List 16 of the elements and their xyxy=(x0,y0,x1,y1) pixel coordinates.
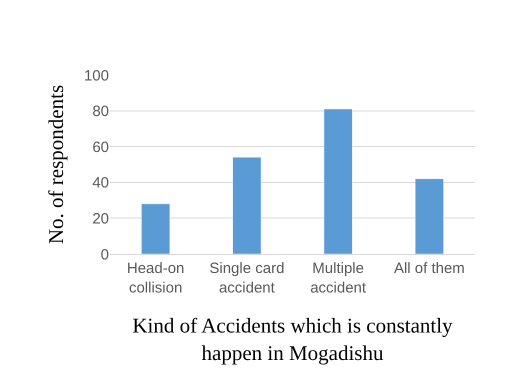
bar xyxy=(414,178,444,254)
bar xyxy=(141,204,170,254)
y-tick-label: 80 xyxy=(92,103,109,120)
x-tick-label: Head-on collision xyxy=(126,260,184,296)
bar xyxy=(232,157,262,254)
bar xyxy=(324,108,353,254)
y-tick-label: 20 xyxy=(92,210,109,228)
y-tick-label: 100 xyxy=(84,67,109,84)
x-tick-label: Single card accident xyxy=(209,260,284,296)
y-tick-label: 60 xyxy=(92,138,109,156)
y-tick-label: 0 xyxy=(100,246,109,264)
x-axis-title: Kind of Accidents which is constantly happen in Mogadishu xyxy=(132,314,454,365)
x-tick-label: All of them xyxy=(394,260,465,277)
y-tick-label: 40 xyxy=(92,174,109,192)
x-tick-label: Multiple accident xyxy=(310,260,367,296)
y-axis-title: No. of respondents xyxy=(44,84,68,244)
